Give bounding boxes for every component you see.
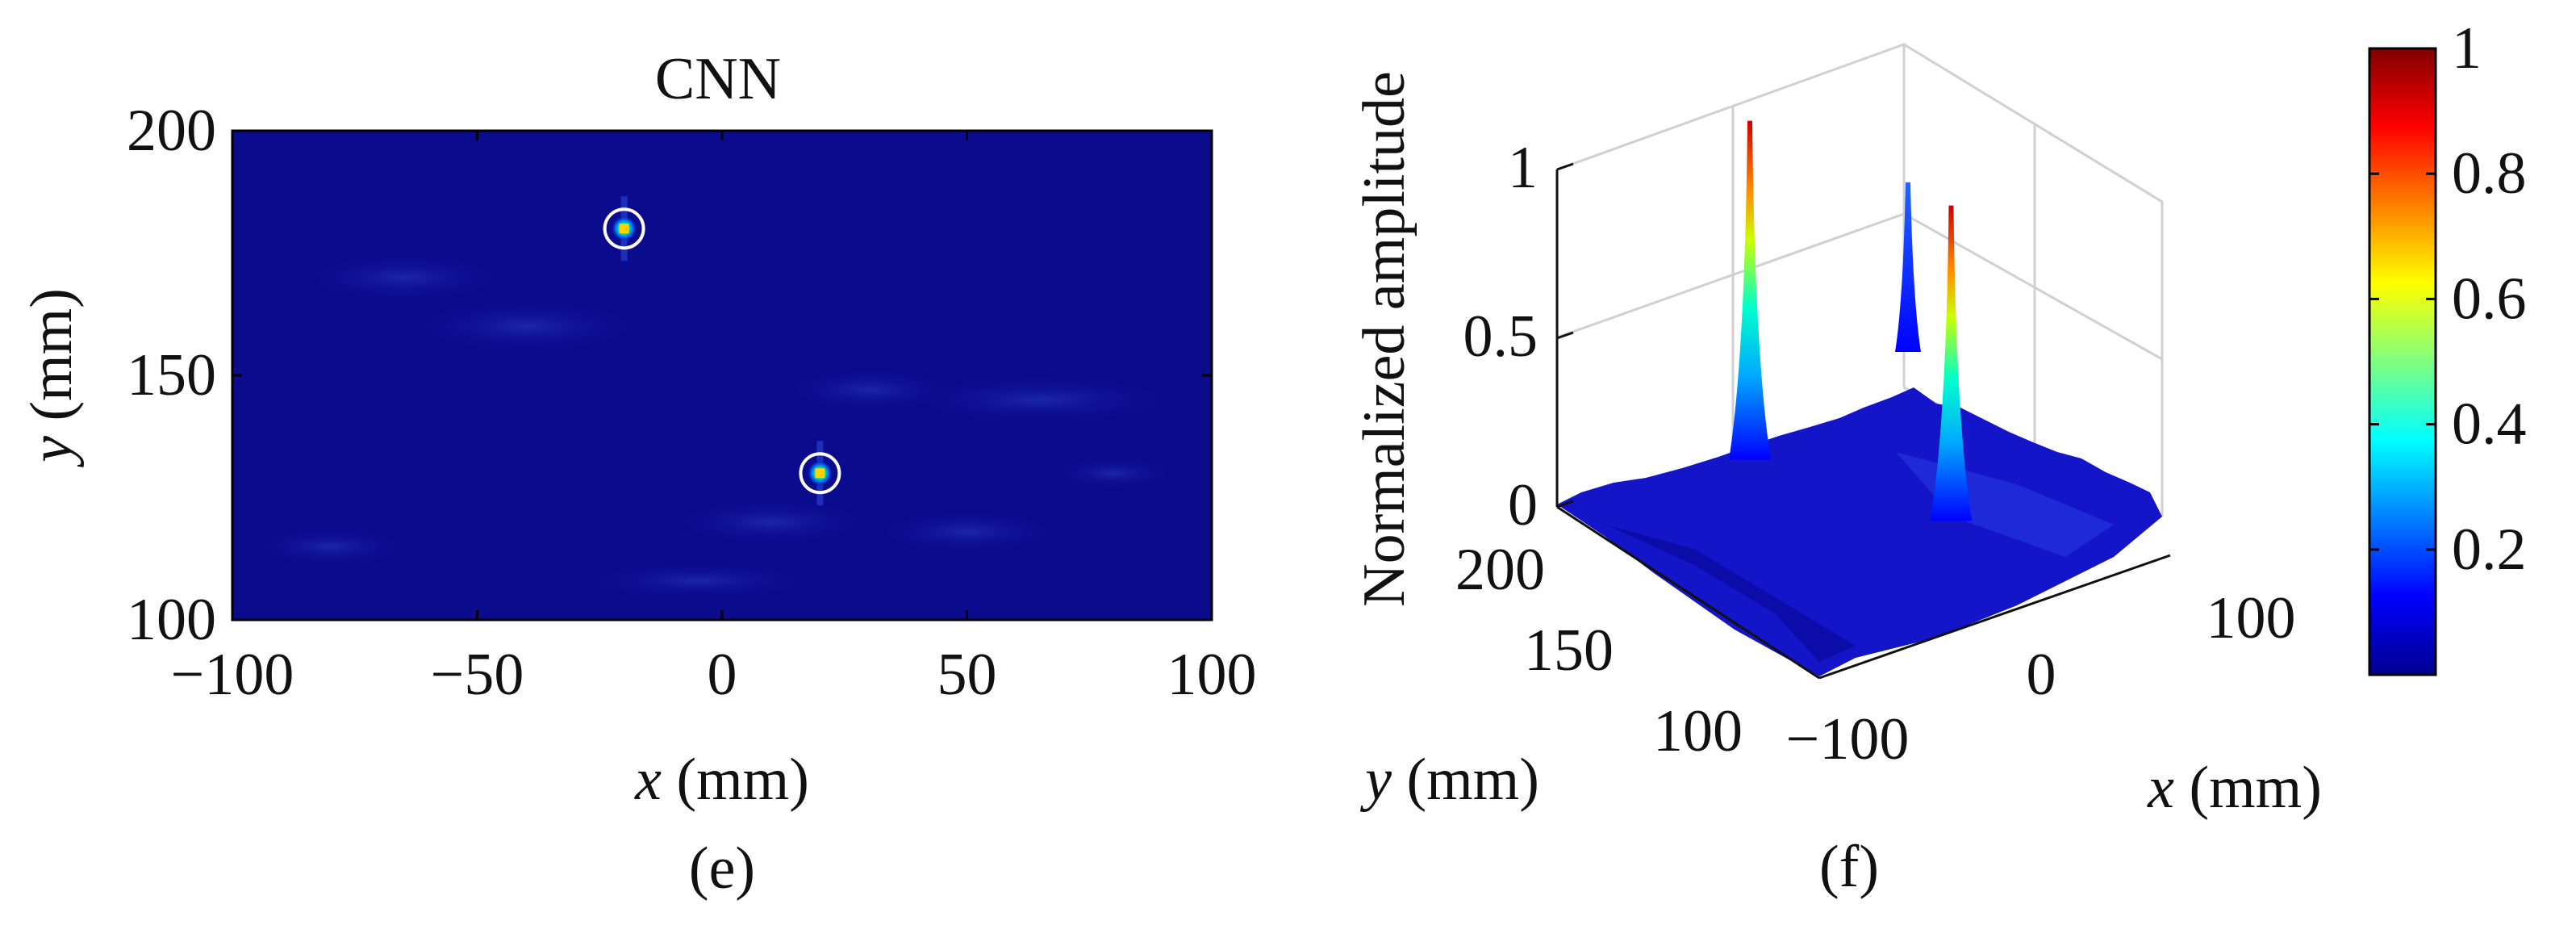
heatmap-xtick-label: 100: [1167, 642, 1257, 708]
surface-floor: [1557, 387, 2162, 676]
surface-xlabel: x (mm): [2147, 755, 2322, 821]
target-circle-1: [603, 207, 645, 250]
surface-xtick-label: 100: [2207, 585, 2296, 651]
surface-ylabel: y (mm): [1359, 747, 1539, 813]
surface-ytick-label: 100: [1653, 698, 1743, 764]
heatmap-xlabel: x (mm): [634, 747, 809, 813]
surface-peak-1: [1729, 120, 1771, 460]
colorbar: 0.2 0.4 0.6 0.8 1: [2368, 15, 2527, 676]
surface-ztick-label: 1: [1508, 135, 1538, 201]
panel-label-f: (f): [1819, 834, 1879, 900]
surface-xlabel-unit: (mm): [2174, 755, 2322, 821]
speckle-1: [413, 302, 640, 351]
surface-ztick-mark: [1556, 162, 1574, 171]
surface-peaks: [1729, 120, 1973, 521]
surface-xtick-label: 0: [2027, 642, 2056, 708]
surface-axes: [1556, 505, 2171, 680]
heatmap-title: CNN: [655, 46, 781, 112]
heatmap-xlabel-var: x: [634, 747, 662, 813]
heatmap-panel: CNN −100 −50 0 50 100 100 150 200 x (mm) y (mm…: [19, 46, 1257, 902]
target-peak-2: [815, 468, 825, 479]
surface-ztick-label: 0.5: [1463, 303, 1539, 370]
colorbar-tick-label: 0.6: [2452, 266, 2527, 332]
heatmap-xtick-label: −50: [431, 642, 524, 708]
target-peak-1: [619, 224, 629, 234]
surface-xtick-label: −100: [1786, 706, 1910, 772]
speckle-5: [674, 500, 868, 543]
surface-shadow: [1605, 525, 1856, 662]
surface-ytick-label: 150: [1524, 617, 1614, 684]
speckle-2: [788, 370, 950, 410]
heatmap-ylabel-var: y: [19, 436, 85, 468]
surface-peak-2: [1930, 205, 1973, 521]
surface-ztick-label: 0: [1508, 472, 1538, 538]
heatmap-ytick-label: 150: [127, 342, 216, 408]
heatmap-ytick-label: 200: [127, 98, 216, 164]
surface-panel: 0 0.5 1 Normalized amplitude 200 150 100 −10…: [1351, 42, 2322, 900]
speckle-0: [307, 254, 501, 300]
surface-ztick-mark: [1556, 331, 1574, 340]
heatmap-ylabel-unit: (mm): [19, 288, 85, 436]
speckle-8: [1057, 458, 1171, 488]
heatmap-xtick-label: −100: [171, 642, 294, 708]
speckle-4: [257, 529, 403, 565]
surface-xlabel-var: x: [2147, 755, 2174, 821]
surface-zlabel: Normalized amplitude: [1351, 71, 1417, 607]
heatmap-speckle: [257, 254, 1171, 597]
speckle-7: [584, 564, 811, 597]
surface-peak-3: [1895, 182, 1921, 352]
panel-label-e: (e): [689, 835, 755, 902]
heatmap-xlabel-unit: (mm): [662, 747, 809, 813]
target-circle-2: [799, 452, 841, 495]
heatmap-ylabel: y (mm): [19, 288, 85, 468]
surface-ylabel-var: y: [1359, 747, 1392, 813]
colorbar-tick-label: 0.8: [2452, 140, 2527, 207]
heatmap-xtick-label: 0: [708, 642, 737, 708]
surface-ztick-mark: [1556, 500, 1574, 509]
heatmap-ytick-label: 100: [127, 587, 216, 653]
colorbar-tick-label: 0.4: [2452, 391, 2527, 458]
heatmap-xtick-label: 50: [937, 642, 997, 708]
colorbar-tick-label: 0.2: [2452, 517, 2527, 583]
speckle-3: [911, 377, 1170, 423]
colorbar-gradient: [2368, 47, 2437, 676]
surface-ytick-label: 200: [1455, 537, 1545, 603]
colorbar-tick-label: 1: [2452, 15, 2482, 82]
surface-ylabel-unit: (mm): [1392, 747, 1539, 813]
speckle-6: [878, 512, 1056, 551]
